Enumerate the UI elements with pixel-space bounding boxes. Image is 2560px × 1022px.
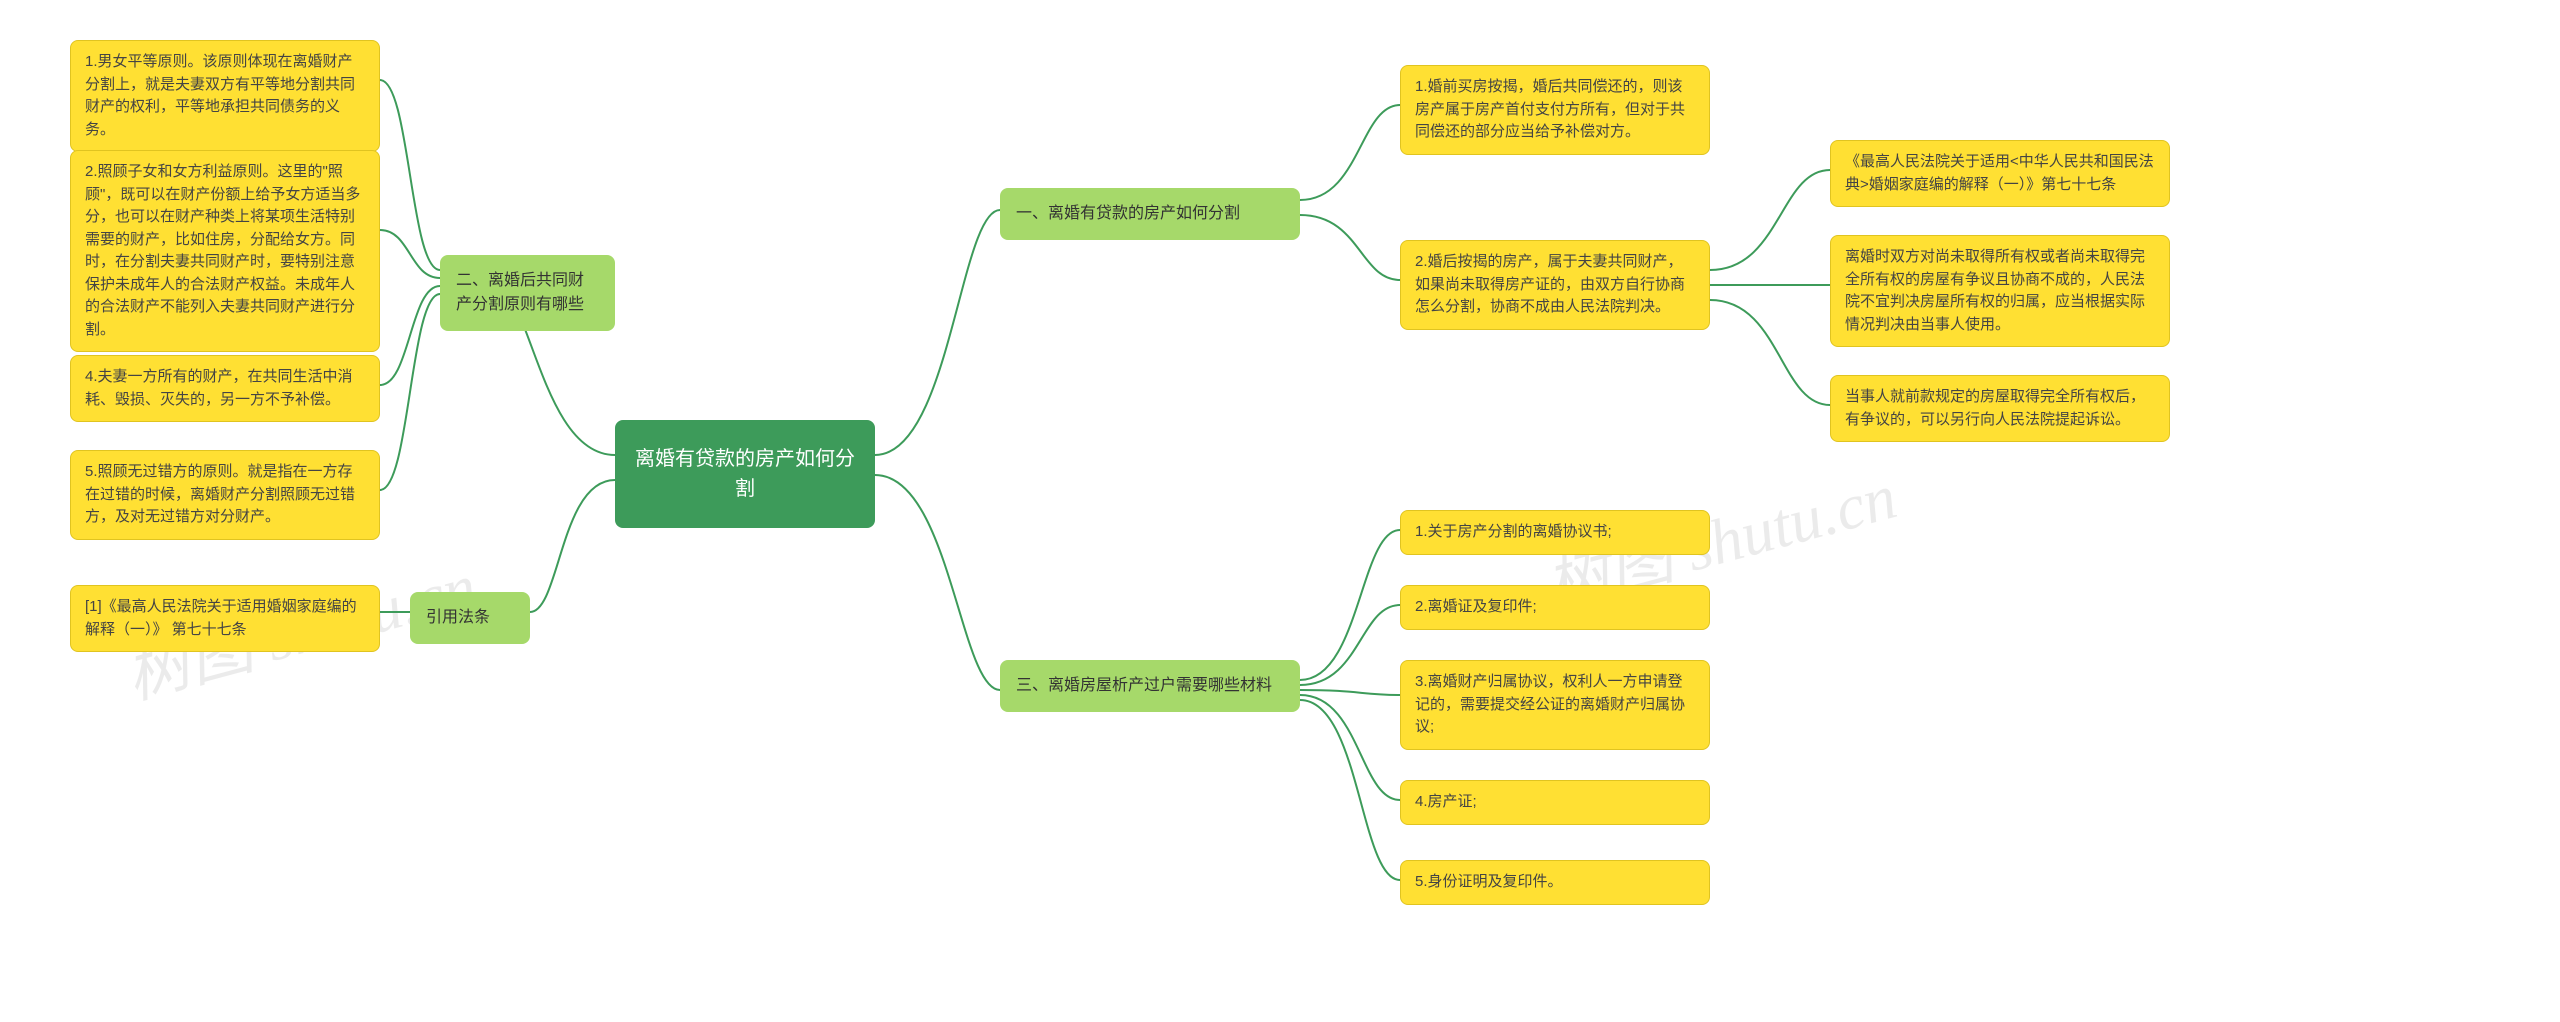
leaf-1-1: 1.婚前买房按揭，婚后共同偿还的，则该房产属于房产首付支付方所有，但对于共同偿还…	[1400, 65, 1710, 155]
branch-section-2: 二、离婚后共同财产分割原则有哪些	[440, 255, 615, 331]
leaf-3-2: 2.离婚证及复印件;	[1400, 585, 1710, 630]
leaf-1-2-2: 离婚时双方对尚未取得所有权或者尚未取得完全所有权的房屋有争议且协商不成的，人民法…	[1830, 235, 2170, 347]
leaf-1-2: 2.婚后按揭的房产，属于夫妻共同财产，如果尚未取得房产证的，由双方自行协商怎么分…	[1400, 240, 1710, 330]
leaf-3-4: 4.房产证;	[1400, 780, 1710, 825]
leaf-2-2: 2.照顾子女和女方利益原则。这里的"照顾"，既可以在财产份额上给予女方适当多分，…	[70, 150, 380, 352]
branch-section-3: 三、离婚房屋析产过户需要哪些材料	[1000, 660, 1300, 712]
branch-section-1: 一、离婚有贷款的房产如何分割	[1000, 188, 1300, 240]
leaf-3-5: 5.身份证明及复印件。	[1400, 860, 1710, 905]
leaf-cite-1: [1]《最高人民法院关于适用婚姻家庭编的解释（一）》 第七十七条	[70, 585, 380, 652]
leaf-3-3: 3.离婚财产归属协议，权利人一方申请登记的，需要提交经公证的离婚财产归属协议;	[1400, 660, 1710, 750]
leaf-1-2-3: 当事人就前款规定的房屋取得完全所有权后，有争议的，可以另行向人民法院提起诉讼。	[1830, 375, 2170, 442]
leaf-3-1: 1.关于房产分割的离婚协议书;	[1400, 510, 1710, 555]
leaf-2-1: 1.男女平等原则。该原则体现在离婚财产分割上，就是夫妻双方有平等地分割共同财产的…	[70, 40, 380, 152]
leaf-2-4: 4.夫妻一方所有的财产，在共同生活中消耗、毁损、灭失的，另一方不予补偿。	[70, 355, 380, 422]
branch-citation: 引用法条	[410, 592, 530, 644]
leaf-1-2-1: 《最高人民法院关于适用<中华人民共和国民法典>婚姻家庭编的解释（一）》第七十七条	[1830, 140, 2170, 207]
connector-lines	[0, 0, 2560, 1022]
root-node: 离婚有贷款的房产如何分割	[615, 420, 875, 528]
leaf-2-5: 5.照顾无过错方的原则。就是指在一方存在过错的时候，离婚财产分割照顾无过错方，及…	[70, 450, 380, 540]
